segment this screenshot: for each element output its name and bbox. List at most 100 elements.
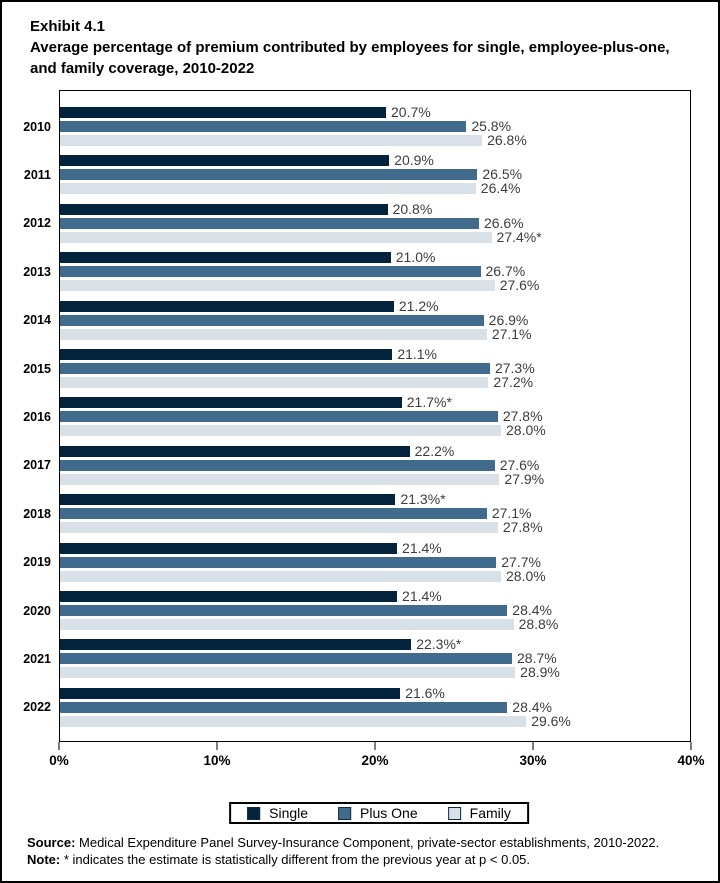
bar-single bbox=[60, 591, 398, 603]
year-label: 2011 bbox=[23, 167, 51, 182]
bar-value-label: 21.0% bbox=[395, 249, 436, 266]
bar-row: 21.6% bbox=[60, 684, 690, 701]
x-tick-mark bbox=[216, 742, 218, 750]
bar-value-label: 25.8% bbox=[471, 118, 512, 134]
bar-value-label: 28.8% bbox=[518, 616, 559, 633]
bar-group-2016: 2016 21.7%* 27.8% 28.0% bbox=[23, 394, 690, 439]
bar-plus-one bbox=[60, 653, 513, 665]
legend-label: Single bbox=[269, 805, 309, 821]
bar-row: 28.0% bbox=[60, 567, 690, 584]
bar-family bbox=[60, 473, 500, 485]
source-line: Source: Medical Expenditure Panel Survey… bbox=[27, 835, 707, 852]
source-label: Source: bbox=[27, 835, 76, 850]
legend-label: Family bbox=[469, 805, 511, 821]
bar-row: 26.8% bbox=[60, 132, 690, 148]
year-label: 2015 bbox=[23, 361, 51, 376]
bar-row: 21.7%* bbox=[60, 394, 690, 411]
bar-single bbox=[60, 639, 412, 651]
bar-row: 20.9% bbox=[60, 153, 690, 167]
bar-family bbox=[60, 425, 501, 437]
bar-single bbox=[60, 445, 410, 457]
bar-value-label: 28.9% bbox=[520, 664, 560, 681]
bar-single bbox=[60, 542, 398, 554]
bar-family bbox=[60, 667, 516, 679]
bar-single bbox=[60, 397, 402, 409]
bar-row: 28.0% bbox=[60, 422, 690, 439]
bar-value-label: 28.4% bbox=[512, 698, 552, 715]
x-tick-mark bbox=[690, 742, 692, 750]
bar-row: 27.7% bbox=[60, 555, 690, 569]
bar-plus-one bbox=[60, 363, 490, 375]
chart-header: Exhibit 4.1 Average percentage of premiu… bbox=[30, 16, 696, 79]
exhibit-number: Exhibit 4.1 bbox=[30, 18, 106, 35]
source-text: Medical Expenditure Panel Survey-Insuran… bbox=[75, 835, 660, 850]
bar-value-label: 27.3% bbox=[494, 360, 535, 377]
bar-value-label: 27.8% bbox=[502, 408, 543, 425]
bar-row: 28.9% bbox=[60, 664, 690, 681]
bar-row: 27.6% bbox=[60, 458, 690, 472]
bar-row: 28.4% bbox=[60, 602, 690, 619]
bar-row: 22.2% bbox=[60, 444, 690, 458]
bar-value-label: 21.4% bbox=[402, 539, 442, 556]
bar-single bbox=[60, 203, 388, 215]
bar-single bbox=[60, 494, 396, 506]
bar-group-2010: 2010 20.7% 25.8% 26.8% bbox=[23, 104, 690, 148]
bar-plus-one bbox=[60, 605, 508, 617]
bar-plus-one bbox=[60, 556, 497, 568]
footer-notes: Source: Medical Expenditure Panel Survey… bbox=[27, 835, 707, 868]
year-label: 2019 bbox=[23, 555, 51, 570]
bar-value-label: 26.8% bbox=[487, 132, 527, 148]
year-label: 2010 bbox=[23, 119, 51, 134]
bar-group-2015: 2015 21.1% 27.3% 27.2% bbox=[23, 346, 690, 391]
bar-value-label: 27.1% bbox=[491, 505, 532, 522]
bar-value-label: 28.0% bbox=[506, 422, 546, 439]
bar-plus-one bbox=[60, 314, 484, 326]
bar-row: 27.1% bbox=[60, 505, 690, 522]
bar-value-label: 21.6% bbox=[405, 684, 445, 701]
bar-row: 21.4% bbox=[60, 589, 690, 603]
bar-row: 27.6% bbox=[60, 277, 690, 294]
bar-group-2011: 2011 20.9% 26.5% 26.4% bbox=[24, 153, 690, 195]
bar-value-label: 20.7% bbox=[391, 104, 431, 120]
year-label: 2014 bbox=[23, 313, 51, 328]
note-label: Note: bbox=[27, 851, 61, 867]
bar-single bbox=[60, 687, 401, 699]
bar-group-2021: 2021 22.3%* 28.7% 28.9% bbox=[23, 637, 690, 681]
bar-row: 21.3%* bbox=[60, 492, 690, 506]
bar-value-label: 21.7%* bbox=[406, 394, 452, 411]
bar-group-2022: 2022 21.6% 28.4% 29.6% bbox=[23, 684, 690, 729]
bar-value-label: 21.1% bbox=[397, 346, 438, 363]
bar-value-label: 27.9% bbox=[504, 470, 545, 487]
legend: Single Plus One Family bbox=[229, 802, 529, 824]
bar-row: 27.4%* bbox=[60, 228, 690, 245]
bar-value-label: 27.2% bbox=[493, 374, 534, 391]
bar-value-label: 29.6% bbox=[531, 712, 571, 729]
x-tick-label: 40% bbox=[677, 753, 705, 768]
bar-family bbox=[60, 280, 495, 292]
bar-family bbox=[60, 619, 514, 631]
bar-value-label: 26.9% bbox=[488, 311, 529, 328]
bar-row: 21.2% bbox=[60, 297, 690, 314]
bar-plus-one bbox=[60, 266, 481, 278]
bar-value-label: 28.0% bbox=[506, 567, 546, 584]
bar-value-label: 21.2% bbox=[398, 297, 439, 314]
bar-value-label: 20.8% bbox=[392, 200, 433, 217]
legend-swatch bbox=[447, 806, 461, 820]
note-line: Note: * indicates the estimate is statis… bbox=[27, 852, 707, 869]
bar-family bbox=[60, 715, 527, 727]
year-label: 2012 bbox=[23, 216, 51, 231]
bar-plus-one bbox=[60, 169, 478, 181]
bar-value-label: 27.6% bbox=[499, 277, 540, 294]
bar-row: 26.6% bbox=[60, 216, 690, 230]
legend-item-plus-one: Plus One bbox=[338, 805, 418, 821]
x-tick-mark bbox=[374, 742, 376, 750]
bar-row: 21.1% bbox=[60, 346, 690, 363]
chart-title: Average percentage of premium contribute… bbox=[30, 39, 670, 77]
bar-value-label: 27.4%* bbox=[496, 228, 542, 245]
x-tick-label: 20% bbox=[361, 753, 389, 768]
bar-row: 26.4% bbox=[60, 181, 690, 195]
bar-value-label: 28.4% bbox=[512, 602, 552, 619]
bar-row: 27.2% bbox=[60, 374, 690, 391]
year-label: 2022 bbox=[23, 700, 51, 715]
bar-row: 21.4% bbox=[60, 539, 690, 556]
